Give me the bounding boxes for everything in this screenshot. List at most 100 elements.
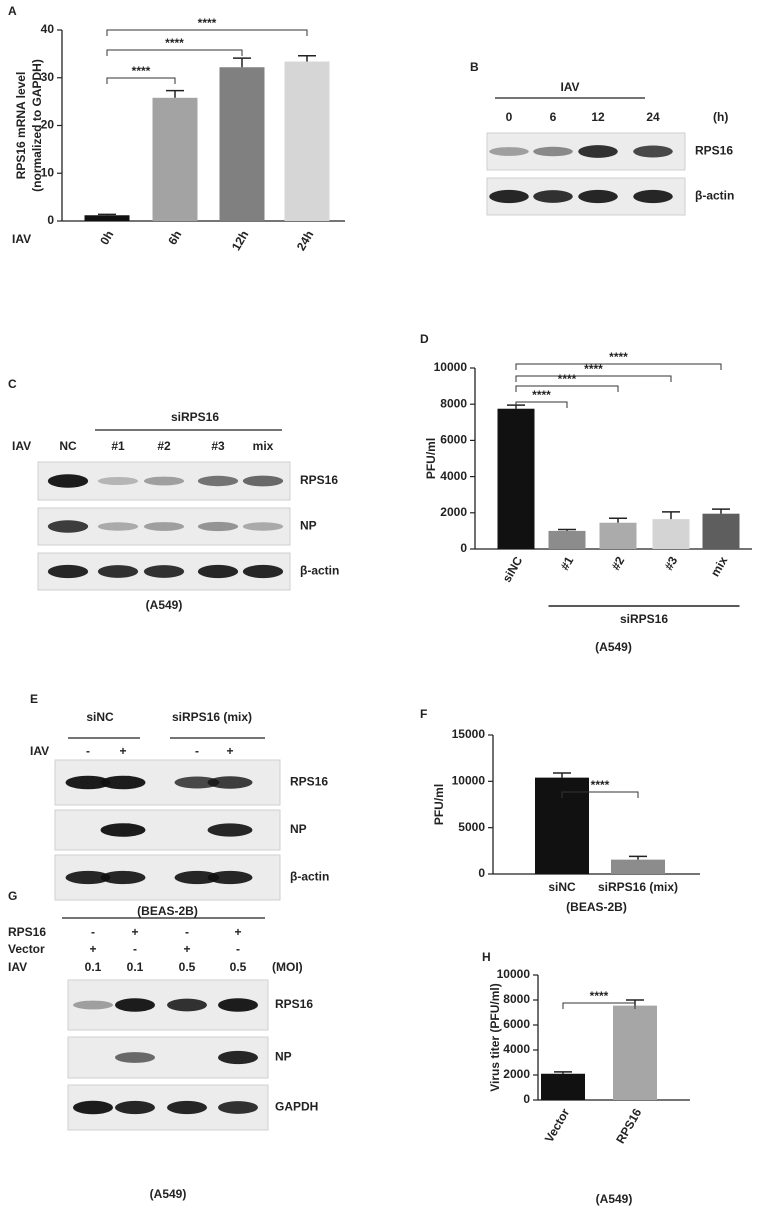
y-axis-label: PFU/ml	[424, 438, 438, 479]
footnote: (A549)	[596, 1192, 633, 1206]
blot-row-label: GAPDH	[275, 1100, 318, 1114]
x-tick-label: 24h	[294, 228, 316, 253]
error-bar	[233, 57, 251, 68]
significance-bracket	[106, 49, 243, 56]
group-label: siNC	[86, 710, 114, 724]
panel-label: A	[8, 4, 17, 18]
significance-bracket	[515, 385, 619, 392]
treatment-value: -	[236, 942, 240, 956]
x-tick-label: #3	[662, 554, 681, 573]
lane-label: -	[86, 744, 90, 758]
treatment-value: -	[133, 942, 137, 956]
error-bar	[629, 855, 647, 860]
significance-label: ****	[165, 36, 184, 50]
y-tick-label: 10	[41, 165, 55, 179]
y-axis-label: (normalized to GAPDH)	[30, 59, 44, 192]
significance-bracket	[515, 375, 672, 382]
x-tick-label: 12h	[229, 228, 251, 253]
blot-row-label: NP	[300, 519, 317, 533]
error-bar	[98, 213, 116, 216]
y-tick-label: 2000	[440, 505, 467, 519]
group-label: siRPS16	[171, 410, 219, 424]
treatment-value: 0.1	[85, 960, 102, 974]
blot-band	[65, 775, 111, 790]
blot-band	[533, 190, 573, 203]
bar	[219, 67, 265, 222]
blot-band	[97, 565, 139, 578]
blot-band	[143, 565, 185, 578]
blot-band	[143, 522, 185, 531]
y-tick-label: 20	[41, 118, 55, 132]
x-tick-label: Vector	[542, 1106, 573, 1145]
y-tick-label: 2000	[503, 1067, 530, 1081]
significance-label: ****	[590, 989, 609, 1003]
blot-row-label: RPS16	[695, 144, 733, 158]
significance-bracket	[561, 791, 639, 798]
treatment-value: 0.1	[127, 960, 144, 974]
unit-label: (MOI)	[272, 960, 303, 974]
panel-label: F	[420, 707, 427, 721]
blot-band	[207, 870, 253, 885]
treatment-value: -	[91, 925, 95, 939]
blot-band	[100, 870, 146, 885]
error-bar	[553, 772, 571, 778]
y-tick-label: 6000	[440, 433, 467, 447]
panel-label: H	[482, 950, 491, 964]
blot-band	[115, 1052, 155, 1063]
significance-label: ****	[591, 778, 610, 792]
x-tick-label: #2	[609, 554, 628, 573]
lane-label: #2	[157, 439, 171, 453]
bar	[611, 859, 665, 874]
blot-band	[197, 521, 239, 532]
significance-label: ****	[532, 388, 551, 402]
blot-band	[197, 475, 239, 487]
bar	[497, 408, 535, 549]
blot-band	[115, 1100, 155, 1115]
lane-label: +	[119, 744, 126, 758]
blot-band	[489, 189, 529, 204]
lane-label: #3	[211, 439, 225, 453]
treatment-value: +	[234, 925, 241, 939]
treatment-value: +	[89, 942, 96, 956]
lane-label: -	[195, 744, 199, 758]
y-tick-label: 10000	[452, 774, 486, 788]
bar	[152, 97, 198, 221]
significance-bracket	[562, 1002, 636, 1009]
lane-label: #1	[111, 439, 125, 453]
treatment-value: 0.5	[230, 960, 247, 974]
blot-band	[47, 564, 89, 579]
y-tick-label: 10000	[497, 967, 531, 981]
blot-band	[174, 776, 220, 789]
error-bar	[554, 1071, 572, 1074]
lane-label: 0	[506, 110, 513, 124]
y-tick-label: 15000	[452, 727, 486, 741]
y-tick-label: 4000	[503, 1042, 530, 1056]
row-label: IAV	[12, 232, 31, 246]
significance-bracket	[515, 401, 568, 408]
y-tick-label: 40	[41, 22, 55, 36]
significance-bracket	[106, 29, 308, 36]
lane-label: +	[226, 744, 233, 758]
error-bar	[298, 55, 316, 62]
lane-label: 6	[550, 110, 557, 124]
y-tick-label: 0	[47, 213, 54, 227]
y-tick-label: 4000	[440, 469, 467, 483]
x-tick-label: mix	[708, 554, 731, 579]
blot-band	[242, 564, 284, 579]
y-tick-label: 8000	[503, 992, 530, 1006]
error-bar	[712, 508, 730, 514]
significance-bracket	[515, 363, 722, 370]
lane-label: NC	[59, 439, 77, 453]
bar	[548, 530, 586, 549]
blot-band	[167, 1100, 207, 1115]
treatment-value: 0.5	[179, 960, 196, 974]
significance-label: ****	[609, 350, 628, 364]
footnote: (BEAS-2B)	[137, 904, 198, 918]
blot-band	[242, 475, 284, 487]
blot-band	[633, 145, 673, 158]
treatment-label: IAV	[8, 960, 27, 974]
x-tick-label: 6h	[165, 228, 184, 247]
blot-row-label: NP	[275, 1050, 292, 1064]
significance-bracket	[106, 77, 176, 84]
